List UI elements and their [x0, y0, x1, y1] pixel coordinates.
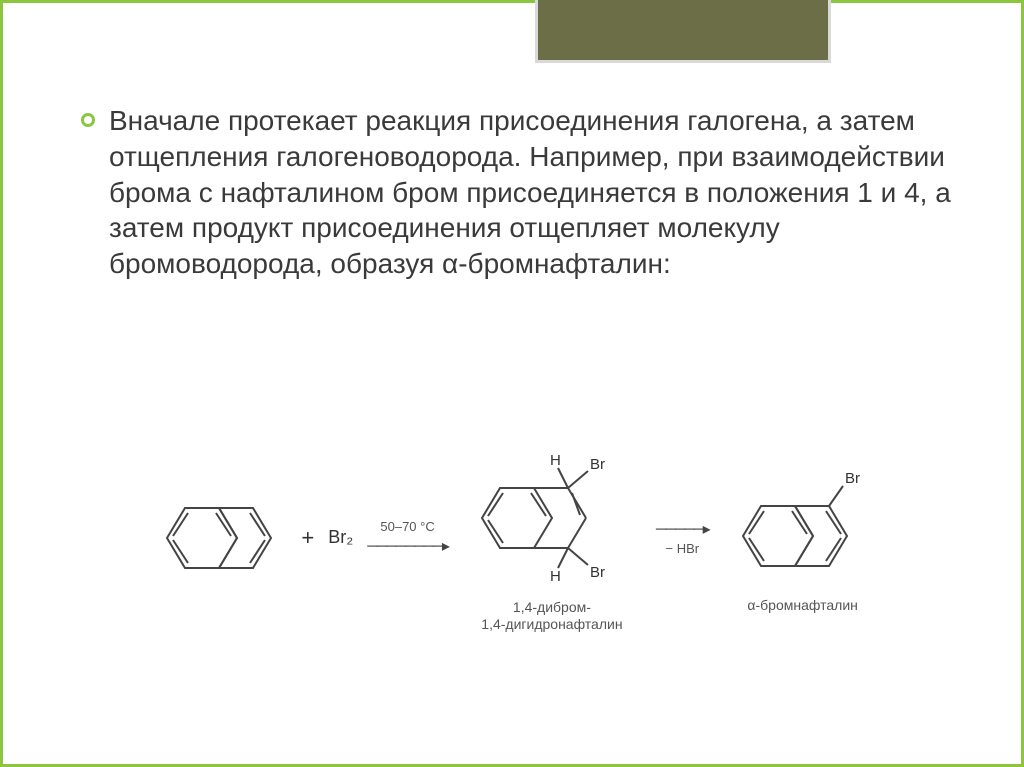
arrow2-label: − HBr — [665, 541, 699, 556]
bullet-ring-icon — [81, 113, 95, 127]
arrow-1: 50–70 °C ────────▸ — [367, 519, 448, 556]
label-H-top: H — [550, 452, 561, 469]
intermediate-svg: H Br H Br — [462, 443, 642, 593]
reaction-scheme: + Br₂ 50–70 °C ────────▸ — [3, 443, 1024, 633]
reagent-br2: Br₂ — [328, 527, 353, 548]
molecule-intermediate: H Br H Br 1,4-дибром- 1,4-дигидронафтали… — [462, 443, 642, 633]
arrow-2: ─────▸ − HBr — [656, 519, 709, 556]
arrow1-label: 50–70 °C — [380, 519, 434, 534]
body-text-block: Вначале протекает реакция присоединения … — [81, 103, 961, 282]
title-placeholder-bar — [535, 0, 831, 63]
plus-sign: + — [301, 525, 314, 551]
product-svg: Br — [723, 461, 883, 591]
intermediate-caption: 1,4-дибром- 1,4-дигидронафталин — [481, 599, 622, 633]
product-caption: α-бромнафталин — [747, 597, 857, 614]
intermediate-caption-l1: 1,4-дибром- — [513, 599, 591, 615]
molecule-product: Br α-бромнафталин — [723, 461, 883, 614]
naphthalene-svg — [147, 488, 287, 588]
paragraph-text: Вначале протекает реакция присоединения … — [109, 103, 961, 282]
intermediate-caption-l2: 1,4-дигидронафталин — [481, 616, 622, 632]
label-H-bot: H — [550, 568, 561, 585]
label-Br-bot: Br — [590, 564, 605, 581]
reaction-row: + Br₂ 50–70 °C ────────▸ — [147, 443, 882, 633]
label-Br-product: Br — [845, 470, 860, 487]
molecule-naphthalene — [147, 488, 287, 588]
label-Br-top: Br — [590, 456, 605, 473]
slide-frame: Вначале протекает реакция присоединения … — [0, 0, 1024, 767]
bullet-item: Вначале протекает реакция присоединения … — [81, 103, 961, 282]
arrow-glyph-icon: ─────▸ — [656, 519, 709, 539]
arrow-glyph-icon: ────────▸ — [367, 536, 448, 556]
